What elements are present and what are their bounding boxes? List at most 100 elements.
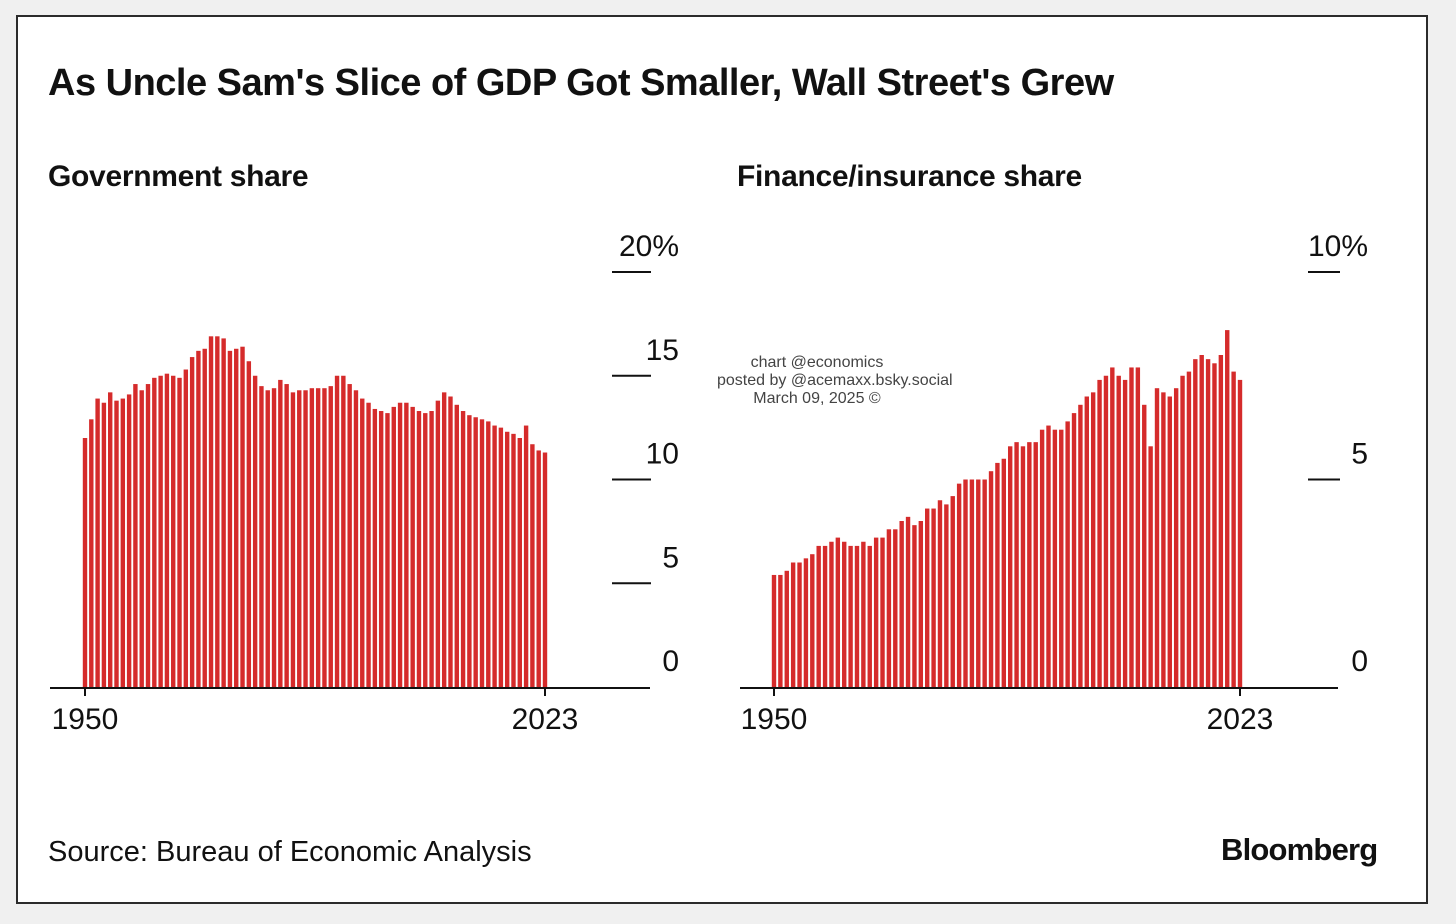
government-bar-2016	[498, 427, 504, 688]
finance-bar-1996	[1065, 421, 1070, 687]
finance-bar-1988	[1014, 442, 1019, 687]
finance-bar-1959	[829, 541, 834, 687]
finance-bar-1974	[925, 508, 930, 687]
government-x-label-1950: 1950	[52, 703, 119, 736]
government-bar-1970	[208, 336, 214, 687]
finance-bar-2020	[1218, 355, 1224, 687]
finance-bar-1964	[861, 541, 866, 687]
government-bar-1951	[89, 419, 94, 687]
government-share-chart: 1950 2023 0 5 10 15 20%	[50, 230, 679, 736]
government-bar-1991	[341, 375, 346, 687]
government-bar-2005	[429, 411, 434, 687]
finance-bar-1998	[1078, 404, 1083, 687]
government-bar-2020	[523, 425, 529, 687]
government-bar-2012	[473, 417, 478, 687]
watermark-line-1: chart @economics	[750, 354, 884, 371]
finance-bar-1994	[1052, 429, 1058, 687]
government-bar-1963	[164, 373, 170, 687]
finance-bar-1993	[1046, 425, 1051, 687]
watermark-line-3: March 09, 2025 ©	[753, 390, 881, 407]
finance-bar-1958	[822, 545, 828, 687]
finance-bar-2002	[1103, 375, 1109, 687]
finance-bar-2008	[1142, 404, 1147, 687]
government-bar-1981	[278, 379, 283, 687]
finance-share-subtitle: Finance/insurance share	[737, 160, 1082, 193]
finance-bar-2012	[1167, 396, 1172, 687]
finance-bar-2017	[1199, 355, 1204, 687]
finance-bar-2013	[1173, 388, 1179, 687]
government-bar-1960	[145, 384, 151, 687]
government-bar-1999	[391, 406, 396, 688]
government-bar-1952	[95, 398, 100, 687]
finance-bar-2021	[1225, 330, 1230, 687]
finance-bar-1952	[784, 570, 789, 687]
government-x-label-2023: 2023	[512, 703, 579, 736]
finance-bar-1997	[1071, 413, 1077, 687]
finance-bar-1954	[797, 562, 802, 687]
government-bar-1956	[120, 398, 126, 687]
government-bar-2009	[454, 404, 459, 687]
finance-bar-2007	[1135, 367, 1141, 687]
government-bar-2018	[511, 433, 516, 687]
finance-bar-1961	[842, 541, 847, 687]
government-bar-2001	[404, 402, 409, 687]
bloomberg-logo: Bloomberg	[1221, 832, 1378, 867]
government-bar-2000	[397, 402, 403, 687]
government-bar-1974	[234, 348, 239, 687]
government-bar-2019	[517, 438, 522, 687]
finance-bar-1984	[988, 471, 994, 687]
finance-bar-1969	[893, 529, 898, 687]
finance-bar-1990	[1027, 442, 1032, 687]
government-bar-2010	[460, 411, 466, 687]
government-bar-1961	[152, 377, 157, 687]
finance-x-label-2023: 2023	[1207, 703, 1274, 736]
government-bar-1986	[309, 388, 315, 687]
finance-bar-2010	[1154, 388, 1160, 687]
finance-bar-1950	[771, 574, 777, 687]
finance-bar-2015	[1186, 371, 1192, 687]
finance-bar-1983	[982, 479, 987, 687]
finance-bar-1991	[1033, 442, 1038, 687]
government-bar-1979	[265, 390, 270, 687]
finance-bar-1977	[944, 504, 949, 687]
finance-bar-1979	[956, 483, 962, 687]
government-bar-1993	[353, 390, 359, 687]
government-bar-2003	[416, 411, 422, 687]
finance-y-label-10: 10%	[1308, 230, 1368, 263]
government-bar-2008	[448, 396, 453, 687]
government-bar-1998	[385, 413, 390, 687]
finance-share-chart: 1950 2023 0 5 10%	[740, 230, 1368, 736]
government-bar-1978	[259, 386, 264, 688]
finance-bar-1951	[778, 574, 783, 687]
government-bar-1955	[114, 400, 119, 687]
finance-bar-1975	[931, 508, 936, 687]
government-bar-2017	[504, 431, 510, 687]
government-bar-1972	[221, 338, 226, 687]
government-y-label-0: 0	[662, 645, 679, 678]
government-y-label-10: 10	[646, 438, 679, 471]
government-bar-1997	[378, 411, 384, 687]
government-bar-1977	[252, 375, 258, 687]
finance-bar-1963	[854, 545, 860, 687]
finance-bar-2005	[1122, 379, 1128, 687]
government-bar-1950	[82, 438, 88, 687]
finance-bar-1986	[1001, 458, 1007, 687]
government-bar-1988	[322, 388, 327, 687]
government-bar-1971	[215, 336, 220, 687]
watermark-line-2: posted by @acemaxx.bsky.social	[717, 372, 953, 389]
finance-y-label-0: 0	[1351, 645, 1368, 678]
finance-bar-1962	[848, 545, 853, 687]
finance-bar-2016	[1193, 359, 1198, 687]
finance-bar-1980	[963, 479, 968, 687]
government-bar-1980	[271, 388, 277, 687]
government-bar-2006	[435, 400, 441, 687]
chart-title: As Uncle Sam's Slice of GDP Got Smaller,…	[48, 62, 1114, 104]
finance-bar-1981	[969, 479, 975, 687]
government-bar-1982	[284, 384, 289, 687]
government-bar-2011	[467, 415, 472, 687]
finance-bar-1987	[1007, 446, 1013, 687]
government-bar-1954	[108, 392, 113, 687]
finance-bar-1970	[899, 521, 904, 687]
finance-bar-2000	[1090, 392, 1096, 687]
government-bar-1984	[297, 390, 302, 687]
